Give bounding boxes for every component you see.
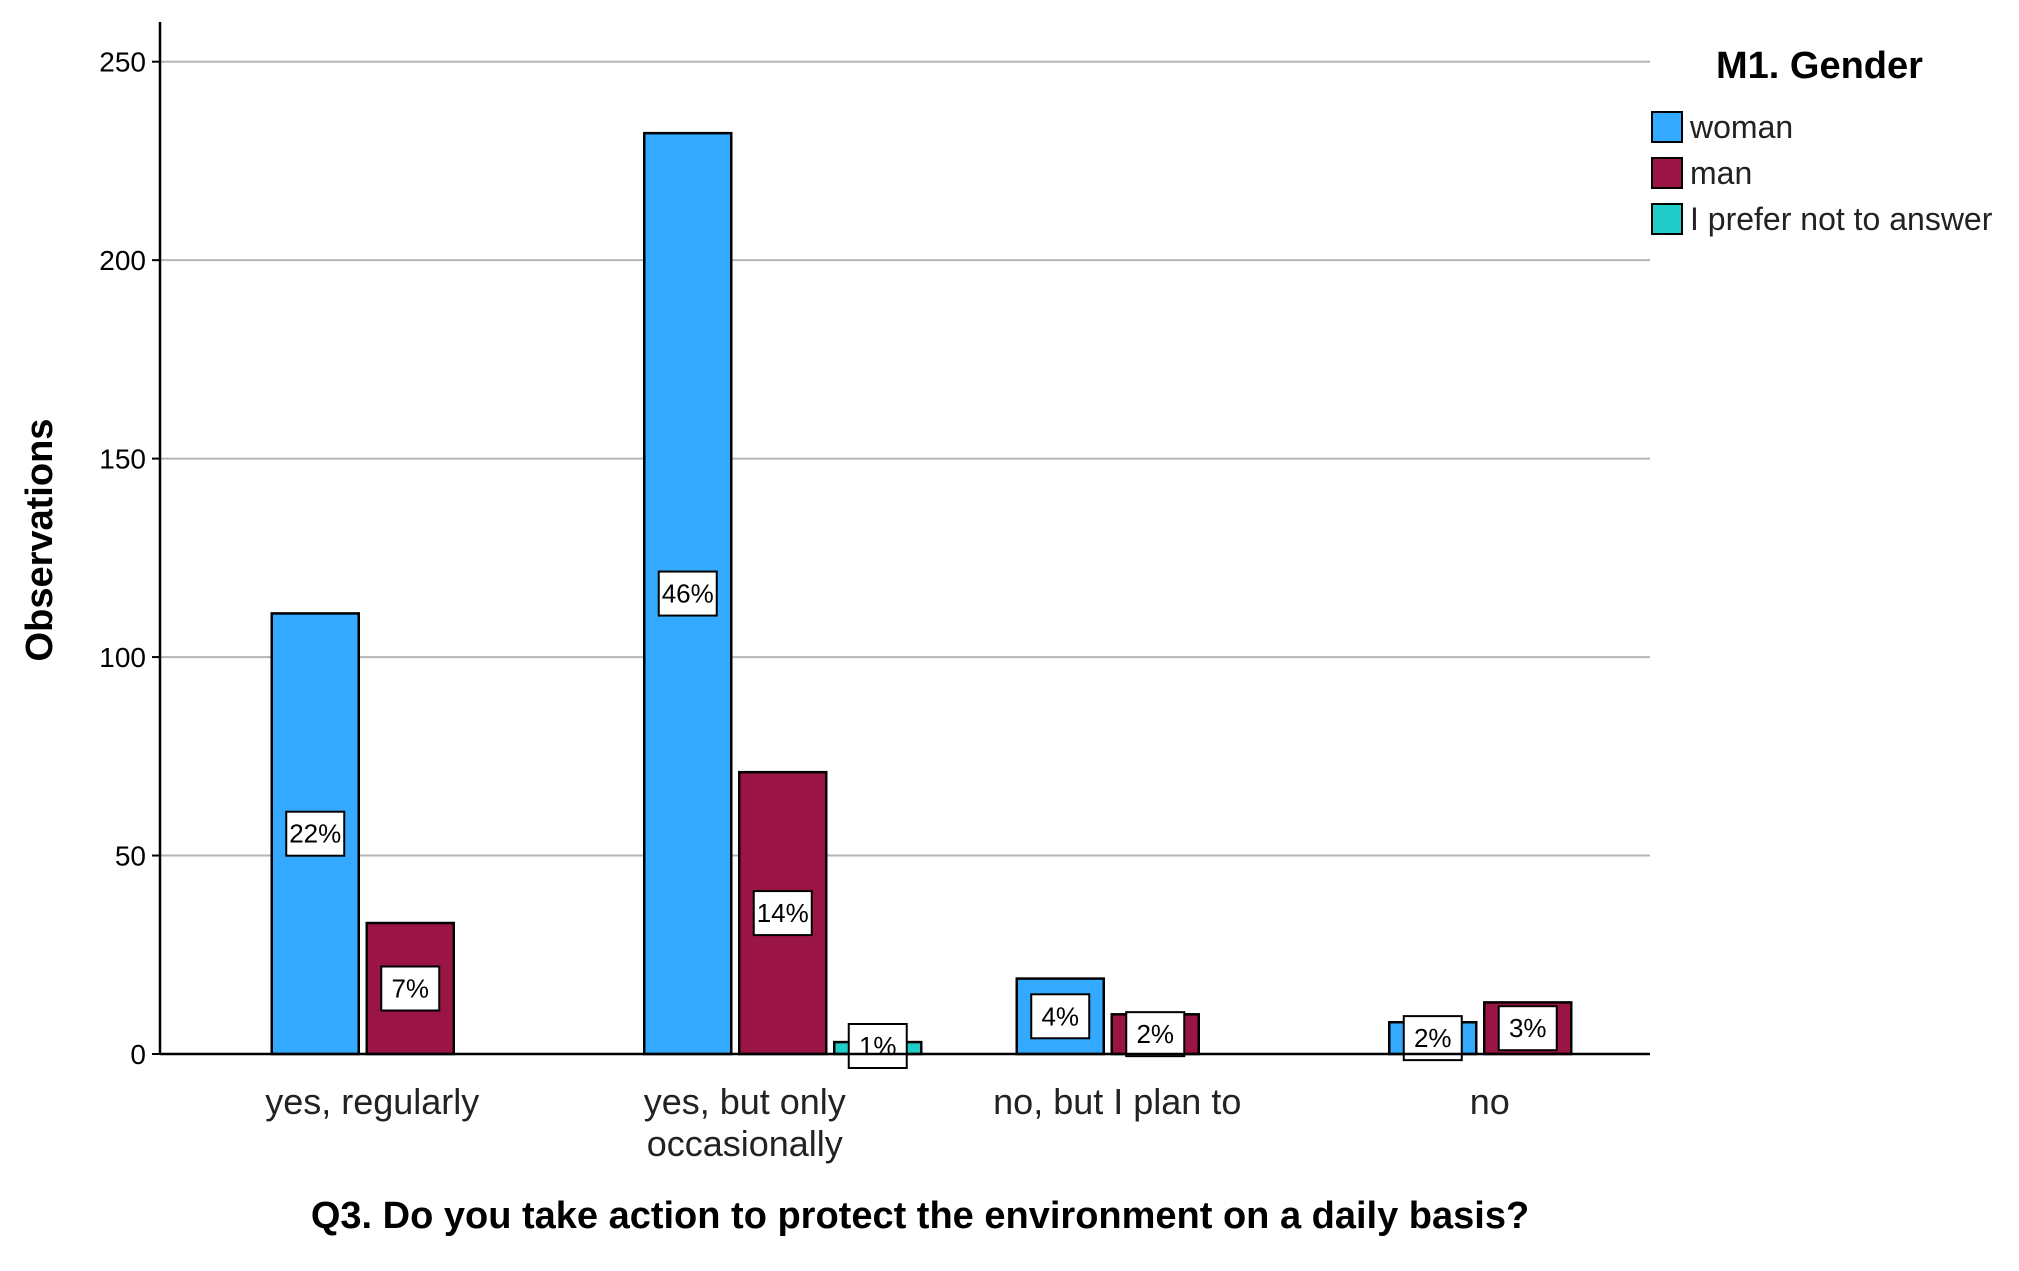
data-label-box bbox=[847, 1023, 908, 1069]
y-tick-label: 150 bbox=[99, 444, 146, 475]
legend-label: man bbox=[1690, 155, 1752, 191]
y-tick-label: 50 bbox=[115, 841, 146, 872]
x-tick-label: no, but I plan to bbox=[993, 1081, 1241, 1122]
data-label: 22% bbox=[289, 819, 341, 849]
legend-swatch bbox=[1651, 157, 1683, 189]
y-tick-label: 100 bbox=[99, 642, 146, 673]
data-label: 3% bbox=[1509, 1013, 1547, 1043]
tick-labels: 0 50 100 150 200 250 yes, regularly yes, but on… bbox=[99, 47, 1509, 1164]
bar-labels: 22% 7% 46% 14% 1% 4% 2% 2% 3% bbox=[285, 570, 1558, 1069]
legend-swatch bbox=[1651, 111, 1683, 143]
data-label: 46% bbox=[662, 579, 714, 609]
data-label-box bbox=[752, 890, 813, 937]
y-tick-label: 250 bbox=[99, 47, 146, 78]
legend-swatch bbox=[1651, 203, 1683, 235]
x-axis-title: Q3. Do you take action to protect the en… bbox=[311, 1195, 1529, 1237]
y-tick-label: 200 bbox=[99, 245, 146, 276]
x-tick-label: yes, but only bbox=[644, 1081, 846, 1122]
data-label: 2% bbox=[1414, 1023, 1452, 1053]
data-label-box bbox=[1030, 993, 1091, 1040]
data-label: 14% bbox=[757, 898, 809, 928]
data-label-box bbox=[1497, 1005, 1558, 1052]
x-tick-label: yes, regularly bbox=[265, 1081, 479, 1122]
data-label: 7% bbox=[391, 974, 429, 1004]
legend-label: woman bbox=[1689, 109, 1793, 145]
x-tick-label: occasionally bbox=[647, 1123, 843, 1164]
data-label-box bbox=[380, 965, 441, 1012]
data-label: 1% bbox=[859, 1031, 897, 1061]
y-tick-label: 0 bbox=[130, 1039, 146, 1070]
legend-label: I prefer not to answer bbox=[1690, 201, 1993, 237]
legend: woman man I prefer not to answer bbox=[1651, 109, 1993, 237]
legend-title: M1. Gender bbox=[1716, 45, 1923, 87]
data-label-box bbox=[285, 810, 346, 857]
axes bbox=[152, 22, 1650, 1056]
data-label: 4% bbox=[1041, 1001, 1079, 1031]
data-label-box bbox=[1125, 1011, 1186, 1058]
x-tick-label: no bbox=[1470, 1081, 1510, 1122]
data-label-box bbox=[657, 570, 718, 617]
data-label: 2% bbox=[1136, 1019, 1174, 1049]
bars bbox=[270, 131, 1573, 1056]
gridlines bbox=[160, 60, 1650, 857]
y-axis-title: Observations bbox=[19, 419, 61, 662]
